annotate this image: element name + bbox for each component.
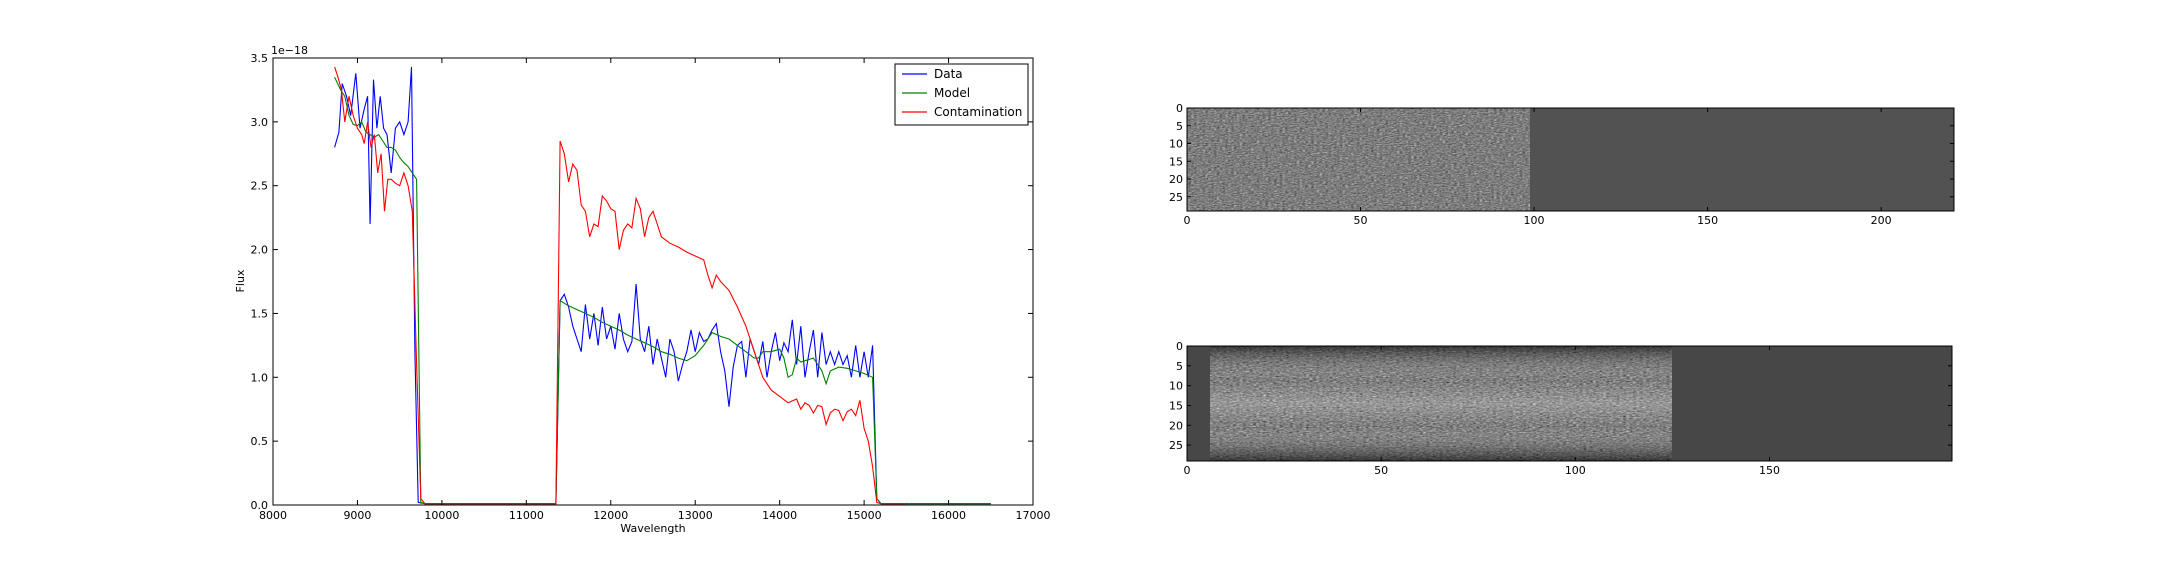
x-tick-label: 14000 <box>762 509 797 522</box>
x-tick-label: 0 <box>1184 464 1191 477</box>
offset-label: 1e−18 <box>271 44 308 57</box>
series-line-model <box>334 76 991 505</box>
y-tick-label: 15 <box>1169 155 1183 168</box>
y-tick-label: 2.5 <box>251 180 269 193</box>
y-tick-label: 25 <box>1169 191 1183 204</box>
bottom-image-frame <box>1186 345 1953 462</box>
y-axis-label: Flux <box>234 269 247 292</box>
x-tick-label: 12000 <box>593 509 628 522</box>
bottom-image-band <box>1210 346 1672 461</box>
y-tick-label: 3.0 <box>251 116 269 129</box>
x-tick-label: 15000 <box>847 509 882 522</box>
x-tick-label: 50 <box>1374 464 1388 477</box>
y-tick-label: 0.0 <box>251 499 269 512</box>
x-tick-label: 11000 <box>509 509 544 522</box>
x-tick-label: 0 <box>1184 214 1191 227</box>
x-tick-label: 150 <box>1697 214 1718 227</box>
y-tick-label: 1.0 <box>251 371 269 384</box>
y-tick-label: 5 <box>1176 360 1183 373</box>
bottom-spectrum-image: 0 50 100 150 0 5 10 15 20 25 <box>1169 340 1953 477</box>
y-tick-label: 20 <box>1169 173 1183 186</box>
top-image-frame <box>1186 107 1955 212</box>
series-line-contamination <box>334 66 907 505</box>
x-tick-label: 200 <box>1871 214 1892 227</box>
y-tick-label: 10 <box>1169 380 1183 393</box>
legend-entry-contamination: Contamination <box>934 105 1022 119</box>
y-tick-label: 0 <box>1176 340 1183 353</box>
y-tick-label: 0.5 <box>251 435 269 448</box>
x-tick-label: 8000 <box>259 509 287 522</box>
x-tick-label: 16000 <box>931 509 966 522</box>
series-line-data <box>334 66 991 505</box>
x-tick-label: 9000 <box>343 509 371 522</box>
x-tick-label: 13000 <box>678 509 713 522</box>
legend-entry-model: Model <box>934 86 970 100</box>
y-tick-label: 10 <box>1169 138 1183 151</box>
x-axis-label: Wavelength <box>620 522 685 535</box>
x-tick-label: 50 <box>1354 214 1368 227</box>
y-tick-label: 25 <box>1169 439 1183 452</box>
legend: Data Model Contamination <box>894 63 1029 126</box>
top-image-noise <box>1187 108 1530 211</box>
y-tick-label: 0 <box>1176 102 1183 115</box>
x-tick-label: 100 <box>1524 214 1545 227</box>
x-tick-label: 150 <box>1759 464 1780 477</box>
y-tick-label: 5 <box>1176 120 1183 133</box>
y-tick-label: 1.5 <box>251 307 269 320</box>
legend-entry-data: Data <box>934 67 963 81</box>
x-tick-label: 17000 <box>1016 509 1051 522</box>
spectrum-chart: 8000 9000 10000 11000 12000 13000 14000 15000 16… <box>234 44 1051 535</box>
y-tick-label: 20 <box>1169 419 1183 432</box>
x-tick-label: 100 <box>1565 464 1586 477</box>
plot-frame <box>272 57 1034 506</box>
x-tick-label: 10000 <box>424 509 459 522</box>
y-tick-label: 15 <box>1169 399 1183 412</box>
y-tick-label: 3.5 <box>251 52 269 65</box>
top-spectrum-image: 0 50 100 150 200 0 5 10 15 20 25 <box>1169 102 1955 227</box>
y-tick-label: 2.0 <box>251 244 269 257</box>
